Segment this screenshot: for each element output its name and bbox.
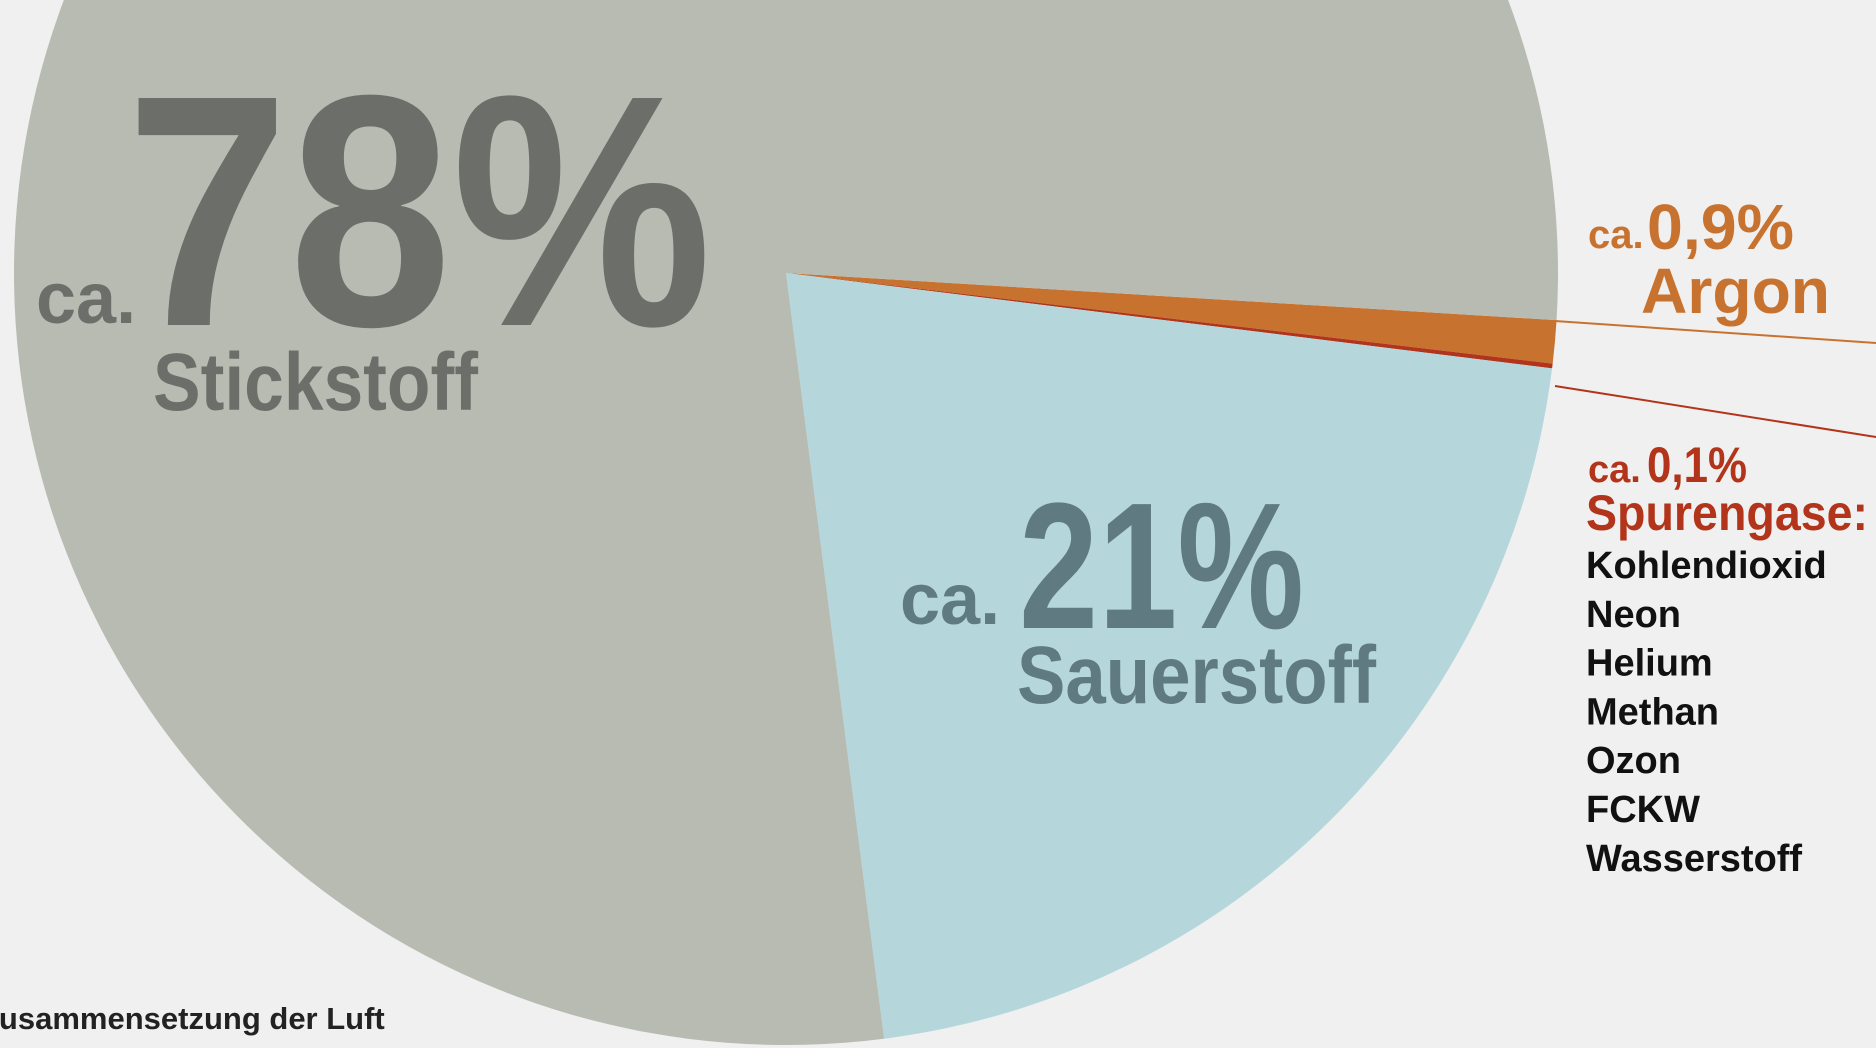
trace-gas: Helium bbox=[1586, 643, 1713, 685]
pie-slice bbox=[14, 0, 1558, 1045]
pie bbox=[14, 0, 1558, 1045]
value-label: 21% bbox=[1019, 466, 1304, 667]
trace-gas: FCKW bbox=[1586, 789, 1700, 831]
category-label: Argon bbox=[1641, 255, 1830, 327]
value-prefix: ca. bbox=[36, 259, 136, 339]
category-label: Stickstoff bbox=[153, 337, 479, 428]
value-label: 78% bbox=[126, 26, 712, 395]
trace-gas: Kohlendioxid bbox=[1586, 545, 1827, 587]
value-prefix: ca. bbox=[900, 560, 1000, 640]
leader-line bbox=[1554, 320, 1876, 344]
pie-slice bbox=[786, 273, 1557, 364]
leader-line bbox=[1554, 385, 1876, 438]
pie-slice bbox=[786, 273, 1553, 369]
chart-title: Zusammensetzung der Luft bbox=[0, 1001, 385, 1036]
value-prefix: ca. bbox=[1588, 449, 1641, 491]
trace-gas: Neon bbox=[1586, 594, 1681, 636]
pie-slice bbox=[786, 273, 1553, 1039]
value-label: 0,1% bbox=[1647, 437, 1747, 493]
value-prefix: ca. bbox=[1588, 213, 1644, 257]
category-label: Sauerstoff bbox=[1017, 630, 1377, 721]
value-label: 0,9% bbox=[1647, 191, 1794, 263]
trace-gas: Wasserstoff bbox=[1586, 838, 1802, 880]
category-label: Spurengase: bbox=[1586, 485, 1868, 541]
trace-gas: Ozon bbox=[1586, 740, 1681, 782]
trace-gas: Methan bbox=[1586, 691, 1719, 733]
